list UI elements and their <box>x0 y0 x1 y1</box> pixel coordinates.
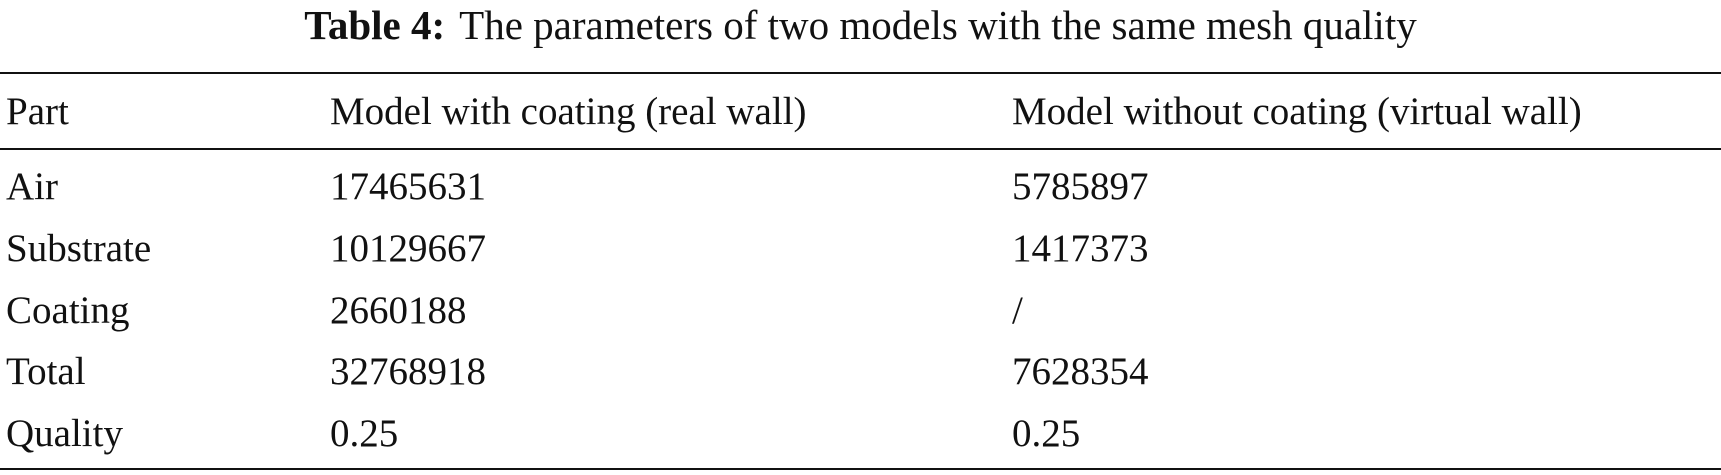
top-rule <box>0 72 1721 74</box>
column-header-with-coating: Model with coating (real wall) <box>330 90 807 133</box>
table-row: Substrate 10129667 1417373 <box>0 219 1721 279</box>
cell-with-coating: 0.25 <box>330 412 399 455</box>
header-rule <box>0 148 1721 150</box>
cell-part: Substrate <box>6 227 152 270</box>
column-header-without-coating: Model without coating (virtual wall) <box>1012 90 1582 133</box>
table-row: Quality 0.25 0.25 <box>0 404 1721 464</box>
table-header-row: Part Model with coating (real wall) Mode… <box>0 82 1721 142</box>
cell-without-coating: 5785897 <box>1012 165 1149 208</box>
table-caption-text: The parameters of two models with the sa… <box>459 2 1417 48</box>
cell-part: Quality <box>6 412 123 455</box>
column-header-part: Part <box>6 90 69 133</box>
cell-part: Total <box>6 350 86 393</box>
cell-without-coating: 7628354 <box>1012 350 1149 393</box>
table-row: Air 17465631 5785897 <box>0 157 1721 217</box>
table-caption: Table 4: The parameters of two models wit… <box>0 0 1721 58</box>
cell-with-coating: 17465631 <box>330 165 486 208</box>
table-caption-label: Table 4: <box>304 2 446 48</box>
cell-with-coating: 10129667 <box>330 227 486 270</box>
cell-without-coating: 1417373 <box>1012 227 1149 270</box>
table-row: Coating 2660188 / <box>0 281 1721 341</box>
cell-with-coating: 32768918 <box>330 350 486 393</box>
cell-part: Air <box>6 165 58 208</box>
table-row: Total 32768918 7628354 <box>0 342 1721 402</box>
cell-without-coating: 0.25 <box>1012 412 1081 455</box>
bottom-rule <box>0 468 1721 470</box>
cell-part: Coating <box>6 289 130 332</box>
cell-without-coating: / <box>1012 289 1023 332</box>
cell-with-coating: 2660188 <box>330 289 467 332</box>
